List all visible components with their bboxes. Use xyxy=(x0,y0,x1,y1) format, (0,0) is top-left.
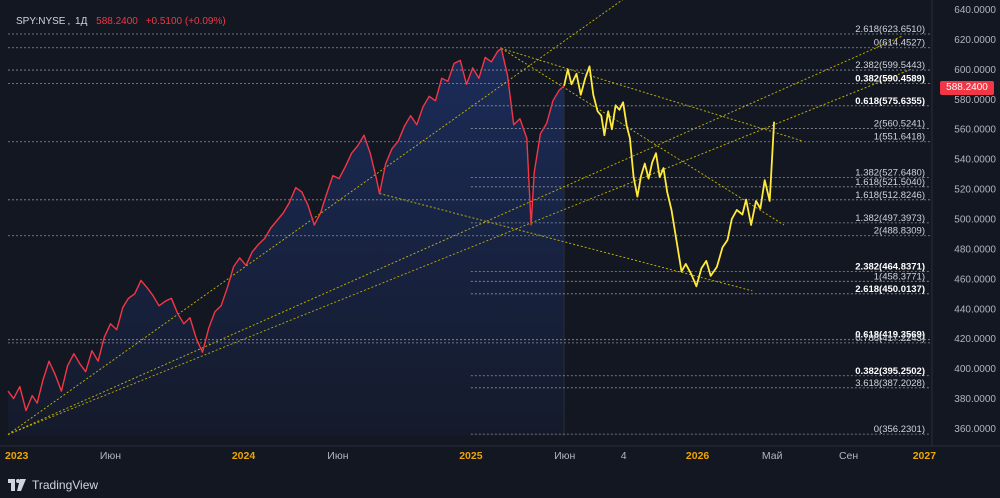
time-axis[interactable]: 2023 Июн 2024 Июн 2025 Июн 4 2026 Май Сен 2027 xyxy=(0,445,1000,462)
price-axis[interactable]: 640.0000 620.0000 600.0000 580.0000 560.0000… xyxy=(931,0,996,446)
fib-level-label: 3.618(387.2028) xyxy=(855,378,925,389)
fib-level-label: 0.786(417.2243) xyxy=(855,333,925,344)
price-axis-tick-label: 420.0000 xyxy=(954,334,996,345)
symbol-header: SPY:NYSE, 1Д 588.2400 +0.5100 (+0.09%) xyxy=(16,16,226,27)
fib-levels-layer xyxy=(8,33,930,435)
fib-level-label: 1.382(497.3973) xyxy=(855,213,925,224)
time-axis-tick-label: Сен xyxy=(839,450,858,462)
fib-level-label: 1(458.3771) xyxy=(874,271,925,282)
price-axis-tick-label: 360.0000 xyxy=(954,424,996,435)
time-axis-tick-label: Июн xyxy=(554,450,575,462)
trend-line xyxy=(7,36,902,435)
time-axis-tick-label: 2025 xyxy=(459,450,483,462)
fib-level-label: 1.618(521.5040) xyxy=(855,177,925,188)
fib-level-label: 0(614.4527) xyxy=(874,38,925,49)
fib-level-label: 2(560.5241) xyxy=(874,118,925,129)
fib-level-label: 0.382(590.4589) xyxy=(855,74,925,85)
time-axis-tick-label: 2023 xyxy=(5,450,29,462)
fib-level-label: 0.618(419.3569) xyxy=(855,330,925,341)
brand-name: TradingView xyxy=(32,478,99,492)
trend-line xyxy=(379,193,753,292)
price-axis-tick-label: 500.0000 xyxy=(954,215,996,226)
time-axis-tick-label: 2026 xyxy=(686,450,710,462)
time-axis-tick-label: Июн xyxy=(327,450,348,462)
trend-line xyxy=(7,0,623,435)
fib-level-label: 2.618(623.6510) xyxy=(855,24,925,35)
price-axis-tick-label: 640.0000 xyxy=(954,5,996,16)
time-axis-tick-label: 4 xyxy=(621,450,627,462)
price-axis-tick-label: 600.0000 xyxy=(954,65,996,76)
symbol-change: +0.5100 (+0.09%) xyxy=(145,16,226,27)
price-axis-tick-label: 440.0000 xyxy=(954,304,996,315)
price-axis-tick-label: 400.0000 xyxy=(954,364,996,375)
trend-line xyxy=(501,47,804,142)
symbol-price: 588.2400 xyxy=(96,16,138,27)
price-series-layer xyxy=(7,47,775,412)
fib-level-label: 2.382(464.8371) xyxy=(855,262,925,273)
projection-price-line xyxy=(563,65,775,288)
fib-labels-layer: 2.618(623.6510) 0(614.4527) 2.382(599.5443… xyxy=(855,24,925,435)
fib-level-label: 0.618(575.6355) xyxy=(855,96,925,107)
time-axis-tick-label: Июн xyxy=(100,450,121,462)
history-price-line xyxy=(7,47,565,412)
history-area xyxy=(8,48,565,437)
fib-level-label: 1(551.6418) xyxy=(874,132,925,143)
price-axis-tick-label: 520.0000 xyxy=(954,185,996,196)
time-axis-tick-label: 2027 xyxy=(913,450,937,462)
price-axis-tick-label: 560.0000 xyxy=(954,125,996,136)
price-axis-tick-label: 480.0000 xyxy=(954,244,996,255)
trend-line xyxy=(501,48,785,226)
time-axis-tick-label: 2024 xyxy=(232,450,256,462)
tradingview-brand[interactable]: TradingView xyxy=(8,478,98,492)
price-axis-tick-label: 620.0000 xyxy=(954,35,996,46)
symbol-interval[interactable]: 1Д xyxy=(75,16,88,27)
fib-level-label: 1.618(512.8246) xyxy=(855,190,925,201)
fib-level-label: 2.618(450.0137) xyxy=(855,284,925,295)
fib-level-label: 2.382(599.5443) xyxy=(855,60,925,71)
tradingview-logo-icon xyxy=(8,479,26,491)
price-axis-tick-label: 580.0000 xyxy=(954,95,996,106)
fib-level-label: 0(356.2301) xyxy=(874,424,925,435)
price-axis-tick-label: 460.0000 xyxy=(954,274,996,285)
fib-level-label: 0.382(395.2502) xyxy=(855,366,925,377)
price-axis-tick-label: 380.0000 xyxy=(954,394,996,405)
price-axis-tick-label: 540.0000 xyxy=(954,155,996,166)
last-price-tag: 588.2400 xyxy=(940,81,994,95)
fib-level-label: 2(488.8309) xyxy=(874,226,925,237)
history-area-layer xyxy=(8,48,565,437)
time-axis-tick-label: Май xyxy=(762,450,783,462)
trend-lines-layer xyxy=(7,0,911,435)
symbol-ticker[interactable]: SPY:NYSE xyxy=(16,16,66,27)
fib-level-label: 1.382(527.6480) xyxy=(855,168,925,179)
